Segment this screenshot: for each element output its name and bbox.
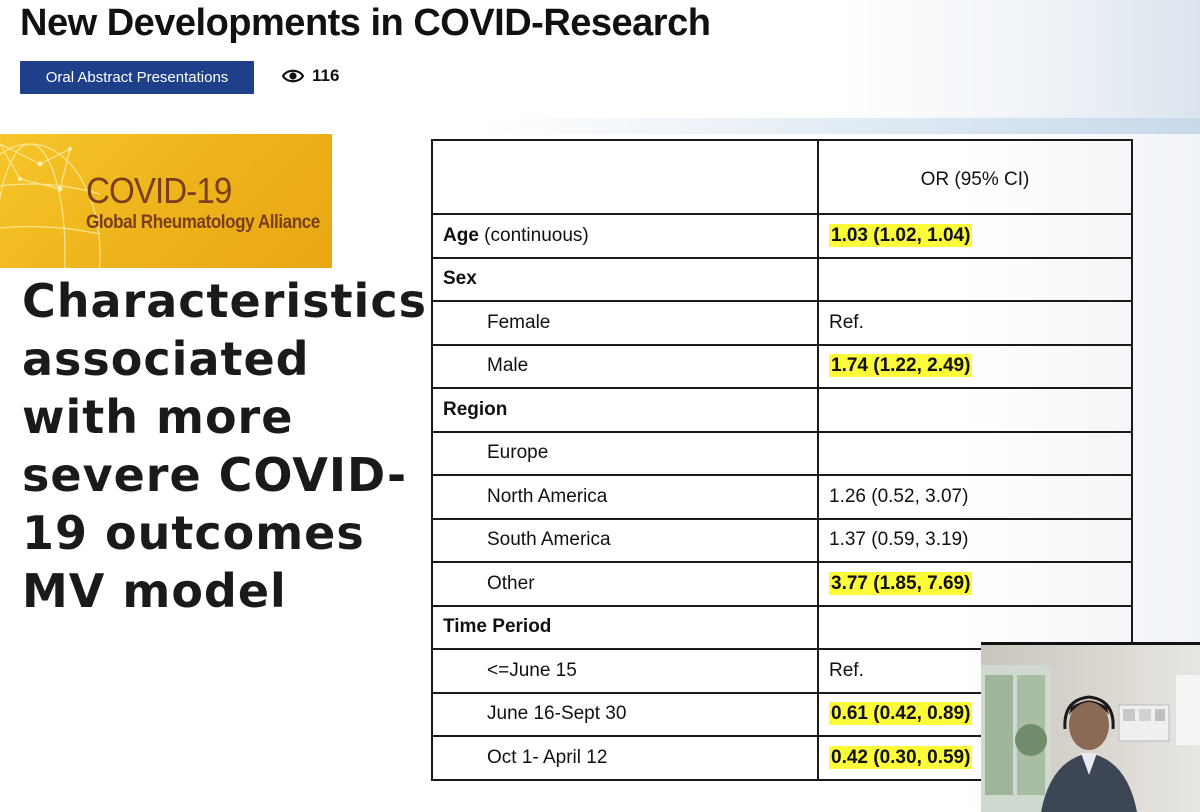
row-label: Region bbox=[431, 387, 819, 433]
table-row: North America 1.26 (0.52, 3.07) bbox=[431, 474, 1133, 520]
row-label: Female bbox=[431, 300, 819, 346]
row-label-text: Male bbox=[487, 355, 529, 377]
table-row: Region bbox=[431, 387, 1133, 433]
alliance-logo: COVID-19 Global Rheumatology Alliance bbox=[0, 134, 332, 268]
table-row: Oct 1- April 12 0.42 (0.30, 0.59) bbox=[431, 735, 1133, 781]
row-value: Ref. bbox=[817, 300, 1133, 346]
row-label: Other bbox=[431, 561, 819, 607]
table-row: Europe bbox=[431, 430, 1133, 476]
logo-title: COVID-19 bbox=[86, 170, 232, 211]
row-label-bold: Age bbox=[443, 224, 479, 246]
view-count-value: 116 bbox=[312, 66, 340, 85]
row-value: 1.26 (0.52, 3.07) bbox=[817, 474, 1133, 520]
page-header: New Developments in COVID-Research Oral … bbox=[0, 0, 1200, 118]
row-label: Male bbox=[431, 343, 819, 389]
row-value: 1.74 (1.22, 2.49) bbox=[817, 343, 1133, 389]
row-label-text: South America bbox=[487, 529, 611, 551]
row-label: June 16-Sept 30 bbox=[431, 691, 819, 737]
page-title: New Developments in COVID-Research bbox=[20, 2, 711, 44]
highlighted-odds-ratio: 0.61 (0.42, 0.89) bbox=[829, 702, 973, 726]
odds-ratio: 1.26 (0.52, 3.07) bbox=[829, 485, 969, 507]
highlighted-odds-ratio: 1.74 (1.22, 2.49) bbox=[829, 354, 973, 378]
logo-subtitle: Global Rheumatology Alliance bbox=[86, 212, 320, 233]
table-row: South America 1.37 (0.59, 3.19) bbox=[431, 517, 1133, 563]
row-label-text: (continuous) bbox=[478, 224, 589, 246]
odds-ratio: Ref. bbox=[829, 311, 864, 333]
row-label-bold: Sex bbox=[443, 268, 477, 290]
presenter-video bbox=[981, 642, 1200, 812]
row-label-text: Female bbox=[487, 311, 551, 333]
row-label-text: North America bbox=[487, 485, 608, 507]
row-value: 3.77 (1.85, 7.69) bbox=[817, 561, 1133, 607]
row-label-text: Other bbox=[487, 572, 535, 594]
row-value bbox=[817, 256, 1133, 302]
table-header-row: OR (95% CI) bbox=[431, 139, 1133, 215]
table-row: Age (continuous) 1.03 (1.02, 1.04) bbox=[431, 213, 1133, 259]
row-label-bold: Time Period bbox=[443, 616, 552, 638]
row-label: South America bbox=[431, 517, 819, 563]
highlighted-odds-ratio: 0.42 (0.30, 0.59) bbox=[829, 745, 973, 769]
highlighted-odds-ratio: 3.77 (1.85, 7.69) bbox=[829, 571, 973, 595]
odds-ratio: 1.37 (0.59, 3.19) bbox=[829, 529, 969, 551]
table-row: Male 1.74 (1.22, 2.49) bbox=[431, 343, 1133, 389]
row-label-text: June 16-Sept 30 bbox=[487, 703, 627, 725]
row-label: Sex bbox=[431, 256, 819, 302]
table-row: Sex bbox=[431, 256, 1133, 302]
eye-icon bbox=[282, 68, 304, 84]
row-value: 1.37 (0.59, 3.19) bbox=[817, 517, 1133, 563]
slide-top-band bbox=[0, 118, 1200, 134]
row-label-bold: Region bbox=[443, 398, 508, 420]
row-value bbox=[817, 430, 1133, 476]
globe-icon bbox=[0, 143, 101, 268]
row-value: 1.03 (1.02, 1.04) bbox=[817, 213, 1133, 259]
table-header-empty bbox=[431, 139, 819, 215]
row-label: Age (continuous) bbox=[431, 213, 819, 259]
row-label: Europe bbox=[431, 430, 819, 476]
table-row: Female Ref. bbox=[431, 300, 1133, 346]
view-count: 116 bbox=[282, 64, 339, 88]
row-label: Oct 1- April 12 bbox=[431, 735, 819, 781]
row-label-text: Europe bbox=[487, 442, 549, 464]
table-row: Other 3.77 (1.85, 7.69) bbox=[431, 561, 1133, 607]
row-label: <=June 15 bbox=[431, 648, 819, 694]
row-label-text: <=June 15 bbox=[487, 659, 577, 681]
odds-ratio: Ref. bbox=[829, 659, 864, 681]
row-label: North America bbox=[431, 474, 819, 520]
odds-ratio-table: OR (95% CI) Age (continuous) 1.03 (1.02, … bbox=[431, 139, 1133, 781]
row-label: Time Period bbox=[431, 604, 819, 650]
category-badge[interactable]: Oral Abstract Presentations bbox=[20, 61, 254, 94]
row-value bbox=[817, 387, 1133, 433]
column-header-or: OR (95% CI) bbox=[817, 139, 1133, 215]
highlighted-odds-ratio: 1.03 (1.02, 1.04) bbox=[829, 223, 973, 247]
row-label-text: Oct 1- April 12 bbox=[487, 746, 608, 768]
slide-heading: Characteristics associated with more sev… bbox=[22, 274, 427, 618]
